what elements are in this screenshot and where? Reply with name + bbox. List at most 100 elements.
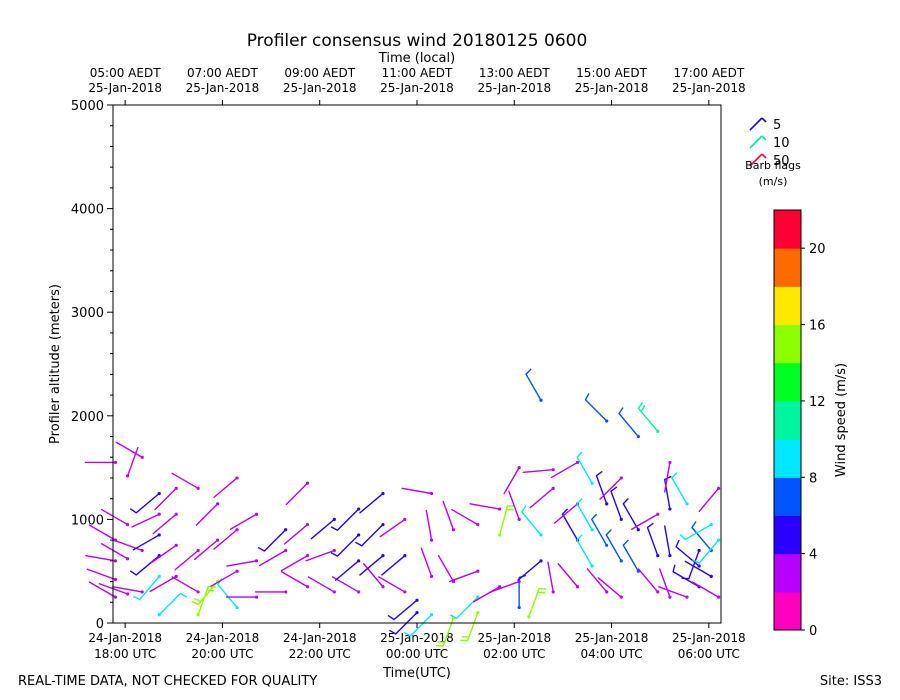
x2-tick-label: 15:00 AEDT <box>576 66 647 80</box>
x-tick-label: 24-Jan-2018 <box>186 631 260 645</box>
wind-barb <box>131 512 161 528</box>
wind-barb <box>195 502 220 526</box>
x-tick-label: 00:00 UTC <box>386 647 448 661</box>
barb-legend-staff <box>749 117 763 131</box>
wind-barb <box>527 587 547 619</box>
y-axis-ticks: 0 1000 2000 3000 4000 5000 <box>71 99 113 632</box>
wind-barb <box>631 512 660 530</box>
wind-barb <box>254 590 288 594</box>
wind-barb <box>86 568 118 582</box>
colorbar-tick-label: 12 <box>809 395 826 410</box>
wind-barb <box>684 560 713 578</box>
x2-tick-label: 17:00 AEDT <box>673 66 744 80</box>
wind-barb <box>174 548 200 571</box>
barb-legend-label: 10 <box>773 136 790 151</box>
barb-legend-flag <box>761 117 767 123</box>
barb-legend: 5 10 50 <box>749 117 790 169</box>
wind-barb <box>152 512 178 535</box>
wind-barb <box>692 538 721 564</box>
wind-barb <box>557 563 580 589</box>
wind-barb <box>586 568 609 594</box>
wind-barb <box>125 446 139 478</box>
barb-legend-staff <box>749 135 763 149</box>
wind-barb <box>469 503 502 511</box>
wind-barb <box>359 554 385 576</box>
barb-legend-units: (m/s) <box>759 175 788 188</box>
x-tick-label: 25-Jan-2018 <box>575 631 649 645</box>
wind-barb <box>618 407 640 439</box>
wind-barb <box>664 475 672 511</box>
wind-barb <box>503 466 521 495</box>
wind-barb <box>637 568 660 594</box>
x2-tick-label: 25-Jan-2018 <box>672 81 746 95</box>
plot-frame <box>112 104 722 624</box>
wind-barb <box>425 509 434 542</box>
wind-barb <box>226 559 259 567</box>
wind-barb <box>88 581 118 599</box>
wind-barb <box>310 517 336 540</box>
x2-tick-label: 25-Jan-2018 <box>575 81 649 95</box>
y-tick-label: 0 <box>96 617 104 632</box>
wind-barb <box>213 528 239 550</box>
wind-barb <box>460 611 480 642</box>
y-tick-label: 3000 <box>71 306 104 321</box>
x-tick-label: 18:00 UTC <box>94 647 156 661</box>
wind-barb <box>529 486 555 509</box>
wind-barb <box>129 491 161 514</box>
wind-barb <box>437 554 456 584</box>
wind-barb <box>100 508 130 527</box>
wind-barb <box>451 508 480 527</box>
wind-barb <box>679 522 713 541</box>
wind-barb <box>590 513 609 547</box>
wind-barb <box>330 533 361 557</box>
wind-barb <box>305 548 336 562</box>
x-tick-label: 24-Jan-2018 <box>88 631 162 645</box>
wind-barb <box>599 476 623 500</box>
wind-barb <box>210 569 239 587</box>
wind-barb <box>449 595 480 620</box>
x2-tick-label: 09:00 AEDT <box>284 66 355 80</box>
x-tick-label: 22:00 UTC <box>289 647 351 661</box>
x2-tick-label: 25-Jan-2018 <box>88 81 162 95</box>
wind-barb <box>85 554 118 563</box>
x-tick-label: 20:00 UTC <box>191 647 253 661</box>
wind-barb <box>154 486 178 511</box>
wind-barb <box>550 460 580 479</box>
wind-barb <box>401 487 434 496</box>
y-tick-label: 1000 <box>71 513 104 528</box>
wind-barb <box>553 502 580 524</box>
x2-tick-label: 25-Jan-2018 <box>477 81 551 95</box>
wind-barb <box>517 559 543 581</box>
wind-barb <box>257 528 288 552</box>
y-axis-label: Profiler altitude (meters) <box>48 284 63 444</box>
wind-barb <box>280 571 310 589</box>
x-axis-label: Time(UTC) <box>382 666 451 681</box>
y-tick-label: 2000 <box>71 410 104 425</box>
wind-barb <box>378 576 407 594</box>
wind-barb <box>498 505 515 537</box>
wind-barb <box>521 505 543 537</box>
wind-barb <box>576 534 594 568</box>
x2-tick-label: 05:00 AEDT <box>90 66 161 80</box>
wind-barb <box>658 586 689 599</box>
wind-barb <box>213 476 239 498</box>
barb-legend-staff <box>749 153 763 167</box>
barb-legend-flag <box>761 135 767 141</box>
colorbar-tick-label: 16 <box>809 319 826 334</box>
wind-barb <box>576 498 594 532</box>
wind-barb <box>522 468 555 473</box>
wind-barb <box>217 578 239 610</box>
wind-barb <box>129 554 161 576</box>
colorbar-segment <box>774 400 801 440</box>
wind-barb <box>664 525 672 558</box>
wind-barb <box>610 486 623 522</box>
top-axis-label: Time (local) <box>378 51 455 66</box>
x-tick-label: 02:00 UTC <box>483 647 545 661</box>
colorbar-segment <box>774 286 801 326</box>
wind-barb <box>525 368 543 402</box>
wind-barb <box>111 586 144 594</box>
wind-barb <box>280 554 310 572</box>
wind-barb <box>576 451 594 485</box>
colorbar-segment <box>774 362 801 402</box>
